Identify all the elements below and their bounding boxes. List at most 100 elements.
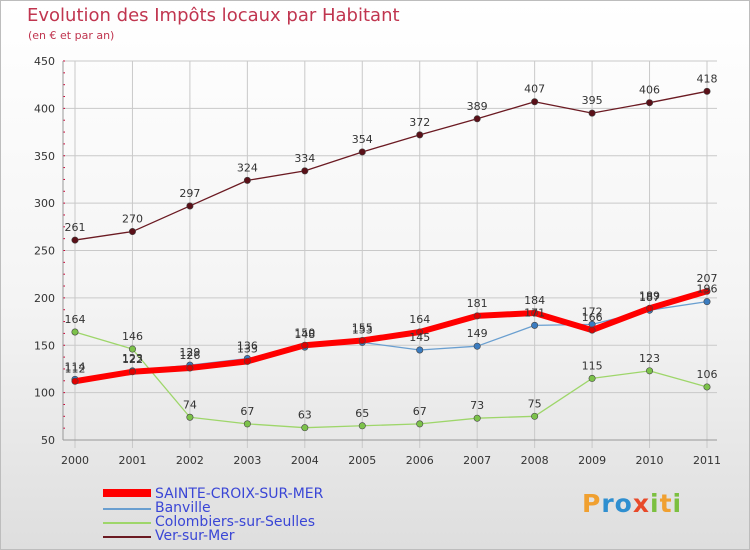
data-label-sainte-croix-sur-mer: 133 <box>237 342 258 355</box>
grid-layer <box>63 60 717 448</box>
x-tick-label: 2004 <box>291 454 319 467</box>
data-label-colombiers-sur-seulles: 75 <box>528 397 542 410</box>
data-label-banville: 129 <box>179 346 200 359</box>
data-label-ver-sur-mer: 261 <box>65 221 86 234</box>
y-tick-label: 400 <box>34 102 55 115</box>
logo-letter: r <box>601 489 615 518</box>
data-label-ver-sur-mer: 334 <box>294 152 315 165</box>
data-point-ver-sur-mer <box>703 87 711 95</box>
logo-letter: t <box>659 489 673 518</box>
data-label-sainte-croix-sur-mer: 155 <box>352 322 373 335</box>
data-label-ver-sur-mer: 407 <box>524 83 545 96</box>
data-point-colombiers-sur-seulles <box>416 420 424 428</box>
logo-letter: i <box>672 489 683 518</box>
data-point-colombiers-sur-seulles <box>71 328 79 336</box>
data-label-banville: 145 <box>409 331 430 344</box>
data-label-colombiers-sur-seulles: 65 <box>355 407 369 420</box>
x-tick-label: 2007 <box>463 454 491 467</box>
series-line-colombiers-sur-seulles <box>74 331 708 429</box>
x-tick-label: 2001 <box>118 454 146 467</box>
series-line-sainte-croix-sur-mer <box>72 288 710 385</box>
x-tick-label: 2005 <box>348 454 376 467</box>
data-point-sainte-croix-sur-mer <box>646 304 654 312</box>
data-label-ver-sur-mer: 297 <box>179 187 200 200</box>
y-tick-label: 300 <box>34 197 55 210</box>
chart-subtitle: (en € et par an) <box>28 29 115 42</box>
data-label-banville: 123 <box>122 352 143 365</box>
data-label-sainte-croix-sur-mer: 207 <box>697 272 718 285</box>
data-label-banville: 136 <box>237 340 258 353</box>
data-point-ver-sur-mer <box>646 99 654 107</box>
data-point-colombiers-sur-seulles <box>301 424 309 432</box>
data-point-ver-sur-mer <box>473 115 481 123</box>
data-label-sainte-croix-sur-mer: 122 <box>122 353 143 366</box>
data-point-ver-sur-mer <box>243 176 251 184</box>
x-tick-label: 2002 <box>176 454 204 467</box>
data-label-colombiers-sur-seulles: 164 <box>65 313 86 326</box>
data-label-colombiers-sur-seulles: 106 <box>697 368 718 381</box>
data-point-colombiers-sur-seulles <box>703 383 711 391</box>
data-point-sainte-croix-sur-mer <box>358 337 366 345</box>
data-point-ver-sur-mer <box>128 228 136 236</box>
data-label-sainte-croix-sur-mer: 112 <box>65 362 86 375</box>
data-label-colombiers-sur-seulles: 115 <box>582 359 603 372</box>
data-point-banville <box>473 342 481 350</box>
data-point-ver-sur-mer <box>301 167 309 175</box>
data-label-colombiers-sur-seulles: 123 <box>639 352 660 365</box>
legend-swatch-sainte-croix <box>103 489 151 497</box>
data-label-sainte-croix-sur-mer: 189 <box>639 289 660 302</box>
data-label-colombiers-sur-seulles: 146 <box>122 330 143 343</box>
series-line-ver-sur-mer <box>74 90 708 241</box>
logo-letter: i <box>650 489 660 518</box>
data-point-colombiers-sur-seulles <box>531 412 539 420</box>
data-label-ver-sur-mer: 354 <box>352 133 373 146</box>
data-label-colombiers-sur-seulles: 67 <box>240 405 254 418</box>
data-label-sainte-croix-sur-mer: 164 <box>409 313 430 326</box>
legend-label-sainte-croix: SAINTE-CROIX-SUR-MER <box>155 486 324 502</box>
data-label-sainte-croix-sur-mer: 184 <box>524 294 545 307</box>
data-label-sainte-croix-sur-mer: 150 <box>294 326 315 339</box>
logo-letter: o <box>614 489 633 518</box>
data-point-ver-sur-mer <box>358 148 366 156</box>
data-label-banville: 172 <box>582 305 603 318</box>
data-point-colombiers-sur-seulles <box>243 420 251 428</box>
data-label-ver-sur-mer: 389 <box>467 100 488 113</box>
data-label-colombiers-sur-seulles: 63 <box>298 409 312 422</box>
data-label-sainte-croix-sur-mer: 126 <box>179 349 200 362</box>
data-point-sainte-croix-sur-mer <box>128 368 136 376</box>
legend-swatch-ver-sur-mer <box>103 536 151 538</box>
data-point-sainte-croix-sur-mer <box>301 341 309 349</box>
data-point-sainte-croix-sur-mer <box>416 328 424 336</box>
y-tick-label: 450 <box>34 55 55 68</box>
data-point-colombiers-sur-seulles <box>588 374 596 382</box>
data-point-banville <box>531 321 539 329</box>
data-label-sainte-croix-sur-mer: 181 <box>467 297 488 310</box>
data-point-banville <box>416 346 424 354</box>
legend-swatch-banville <box>103 508 151 510</box>
data-label-ver-sur-mer: 395 <box>582 94 603 107</box>
data-point-sainte-croix-sur-mer <box>243 357 251 365</box>
data-point-sainte-croix-sur-mer <box>703 287 711 295</box>
data-point-sainte-croix-sur-mer <box>588 326 596 334</box>
data-point-sainte-croix-sur-mer <box>531 309 539 317</box>
data-label-colombiers-sur-seulles: 73 <box>470 399 484 412</box>
y-tick-label: 200 <box>34 292 55 305</box>
data-point-ver-sur-mer <box>71 236 79 244</box>
data-point-ver-sur-mer <box>531 98 539 106</box>
data-label-ver-sur-mer: 270 <box>122 213 143 226</box>
proxiti-logo: Proxiti <box>582 489 682 518</box>
legend-label-ver-sur-mer: Ver-sur-Mer <box>155 528 235 544</box>
data-point-colombiers-sur-seulles <box>358 422 366 430</box>
chart-title: Evolution des Impôts locaux par Habitant <box>27 5 400 26</box>
data-label-banville: 171 <box>524 306 545 319</box>
data-point-sainte-croix-sur-mer <box>473 312 481 320</box>
y-tick-label: 50 <box>41 434 55 447</box>
x-tick-label: 2006 <box>406 454 434 467</box>
data-point-ver-sur-mer <box>588 109 596 117</box>
data-point-ver-sur-mer <box>186 202 194 210</box>
x-tick-label: 2011 <box>693 454 721 467</box>
data-label-banville: 196 <box>697 283 718 296</box>
x-tick-label: 2010 <box>636 454 664 467</box>
